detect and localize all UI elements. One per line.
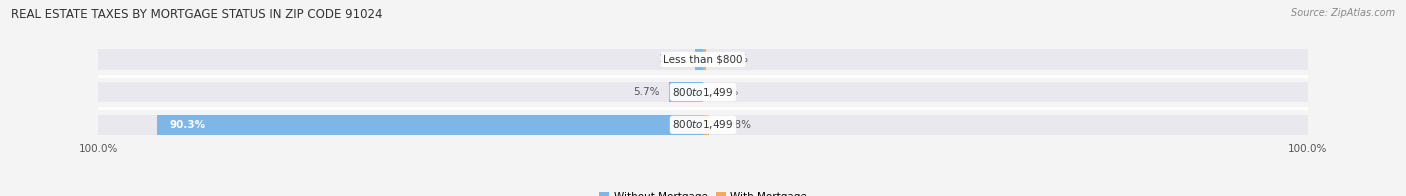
Text: 0.98%: 0.98% — [718, 120, 751, 130]
Bar — [703, 115, 709, 135]
Text: 0.0%: 0.0% — [711, 87, 738, 97]
Bar — [703, 49, 706, 70]
Text: 0.54%: 0.54% — [716, 54, 748, 64]
Text: $800 to $1,499: $800 to $1,499 — [672, 118, 734, 131]
Text: 90.3%: 90.3% — [169, 120, 205, 130]
Text: REAL ESTATE TAXES BY MORTGAGE STATUS IN ZIP CODE 91024: REAL ESTATE TAXES BY MORTGAGE STATUS IN … — [11, 8, 382, 21]
Bar — [98, 82, 1308, 102]
Bar — [157, 115, 703, 135]
Bar — [695, 49, 703, 70]
Text: 5.7%: 5.7% — [633, 87, 659, 97]
Text: $800 to $1,499: $800 to $1,499 — [672, 86, 734, 99]
Bar — [98, 115, 1308, 135]
Bar — [98, 49, 1308, 70]
Legend: Without Mortgage, With Mortgage: Without Mortgage, With Mortgage — [595, 188, 811, 196]
Text: 1.4%: 1.4% — [659, 54, 686, 64]
Bar — [668, 82, 703, 102]
Text: Less than $800: Less than $800 — [664, 54, 742, 64]
Text: Source: ZipAtlas.com: Source: ZipAtlas.com — [1291, 8, 1395, 18]
